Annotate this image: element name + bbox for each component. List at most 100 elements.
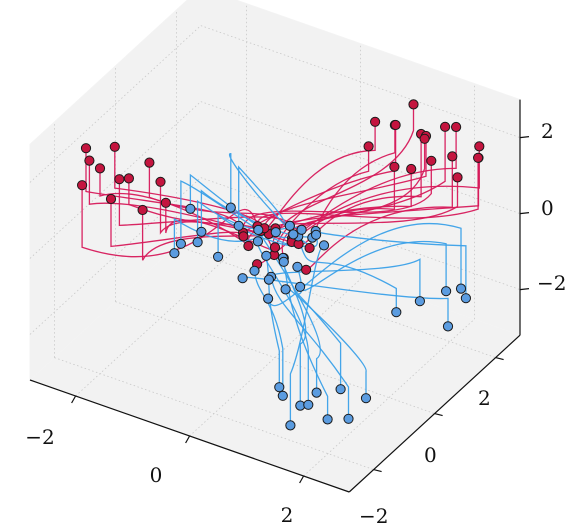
start-marker xyxy=(391,307,402,318)
z-tick-mark xyxy=(519,136,530,139)
trajectory-line xyxy=(289,244,325,426)
start-marker xyxy=(160,197,171,208)
x-tick-label: −2 xyxy=(25,425,54,449)
start-marker xyxy=(447,151,458,162)
start-marker xyxy=(441,286,452,297)
start-marker xyxy=(360,393,372,404)
grid-line-z-back xyxy=(200,101,521,214)
start-marker xyxy=(474,141,485,152)
start-marker xyxy=(303,399,314,410)
trajectory-line xyxy=(297,236,397,313)
start-marker xyxy=(343,413,354,424)
start-marker xyxy=(452,172,463,183)
start-marker xyxy=(442,321,454,332)
start-marker xyxy=(84,155,95,166)
y-tick-mark xyxy=(495,357,504,361)
start-marker xyxy=(169,248,180,259)
start-marker xyxy=(274,382,285,393)
trajectory-line xyxy=(81,185,259,258)
start-marker xyxy=(363,141,374,152)
trajectory-line xyxy=(256,157,479,227)
y-tick-mark xyxy=(434,413,443,417)
start-marker xyxy=(440,121,451,132)
end-marker xyxy=(284,220,295,231)
start-marker xyxy=(389,161,400,172)
z-tick-mark xyxy=(519,212,530,215)
start-marker xyxy=(460,293,471,304)
y-tick-label: −2 xyxy=(359,504,388,528)
start-marker xyxy=(144,157,155,168)
end-marker xyxy=(301,264,312,275)
trajectory-markers xyxy=(77,99,485,431)
end-marker xyxy=(288,229,299,240)
end-marker xyxy=(278,256,289,267)
axis-ticks: −2 0 2 −2 0 2 −2 0 2 xyxy=(25,119,566,528)
start-marker xyxy=(123,173,134,184)
z-tick-label: 2 xyxy=(541,119,554,143)
grid-line-z-back xyxy=(200,177,521,290)
start-marker xyxy=(155,176,166,187)
grid-line-z-back xyxy=(200,25,521,138)
start-marker xyxy=(192,237,203,248)
end-marker xyxy=(311,229,322,240)
start-marker xyxy=(225,202,236,213)
grid-line-x-floor xyxy=(75,238,247,397)
trajectory-line xyxy=(242,125,397,234)
end-marker xyxy=(238,231,249,242)
x-tick-mark xyxy=(185,435,191,444)
end-marker xyxy=(292,261,303,272)
y-tick-label: 2 xyxy=(478,386,491,410)
start-marker xyxy=(335,384,346,395)
start-marker xyxy=(175,238,186,249)
end-marker xyxy=(295,281,306,292)
start-marker xyxy=(311,387,322,398)
end-marker xyxy=(280,284,291,295)
start-marker xyxy=(277,390,288,401)
x-tick-mark xyxy=(299,475,305,484)
grid-line-z-side xyxy=(29,177,202,335)
start-marker xyxy=(426,155,437,166)
x-tick-label: 0 xyxy=(150,463,163,487)
z-tick-label: 0 xyxy=(541,196,554,220)
start-marker xyxy=(419,133,430,144)
z-tick-label: −2 xyxy=(537,271,566,295)
x-tick-label: 2 xyxy=(281,503,294,527)
grid-line-z-side xyxy=(29,25,202,183)
end-marker xyxy=(304,242,315,254)
start-marker xyxy=(370,116,381,127)
y-tick-mark xyxy=(373,469,382,473)
axis-lines xyxy=(29,99,530,493)
end-marker xyxy=(263,293,274,304)
end-marker xyxy=(237,273,248,284)
end-marker xyxy=(249,265,260,276)
start-marker xyxy=(196,226,207,237)
start-marker xyxy=(233,220,244,231)
grid-line-x-floor xyxy=(189,278,361,437)
end-marker xyxy=(296,224,307,235)
end-marker xyxy=(318,240,330,251)
trajectory-line xyxy=(247,177,459,247)
trajectory-line xyxy=(299,241,447,292)
start-marker xyxy=(109,141,120,152)
start-marker xyxy=(213,251,224,262)
end-marker xyxy=(263,274,274,285)
end-marker xyxy=(252,236,263,247)
end-marker xyxy=(261,250,272,261)
start-marker xyxy=(137,204,148,216)
start-marker xyxy=(94,163,106,174)
end-marker xyxy=(269,242,281,253)
y-tick-label: 0 xyxy=(424,443,437,467)
start-marker xyxy=(455,283,467,294)
start-marker xyxy=(285,420,296,431)
grid-line-x-floor xyxy=(303,318,475,477)
start-marker xyxy=(451,121,462,133)
grid-line-y-floor xyxy=(54,357,374,470)
start-marker xyxy=(114,174,125,185)
trajectory-line xyxy=(274,157,480,229)
grid-lines xyxy=(29,3,521,477)
start-marker xyxy=(473,152,484,163)
z-tick-mark xyxy=(519,288,530,291)
start-marker xyxy=(408,99,419,110)
grid-line-z-side xyxy=(29,101,202,259)
